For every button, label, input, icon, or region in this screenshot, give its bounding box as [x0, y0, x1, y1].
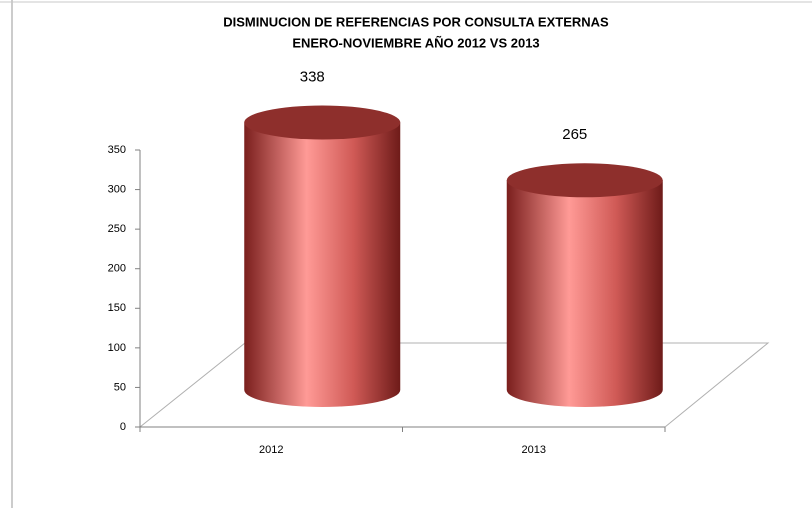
- y-tick-label: 0: [120, 421, 126, 433]
- x-tick-label: 2013: [522, 444, 546, 456]
- cylinder-body: [244, 122, 401, 407]
- y-tick-label: 250: [108, 223, 126, 235]
- y-tick-label: 100: [108, 342, 126, 354]
- chart-title: DISMINUCION DE REFERENCIAS POR CONSULTA …: [223, 14, 609, 29]
- value-label: 265: [562, 126, 587, 143]
- cylinder-top: [506, 163, 663, 198]
- y-tick-label: 350: [108, 144, 126, 156]
- value-label: 338: [300, 68, 325, 85]
- x-tick-label: 2012: [259, 444, 283, 456]
- y-tick-label: 200: [108, 263, 126, 275]
- y-tick-label: 300: [108, 183, 126, 195]
- chart-subtitle: ENERO-NOVIEMBRE AÑO 2012 VS 2013: [292, 35, 539, 50]
- y-tick-label: 50: [114, 381, 126, 393]
- cylinder-top: [244, 105, 401, 140]
- cylinder-body: [506, 180, 663, 407]
- y-tick-label: 150: [108, 302, 126, 314]
